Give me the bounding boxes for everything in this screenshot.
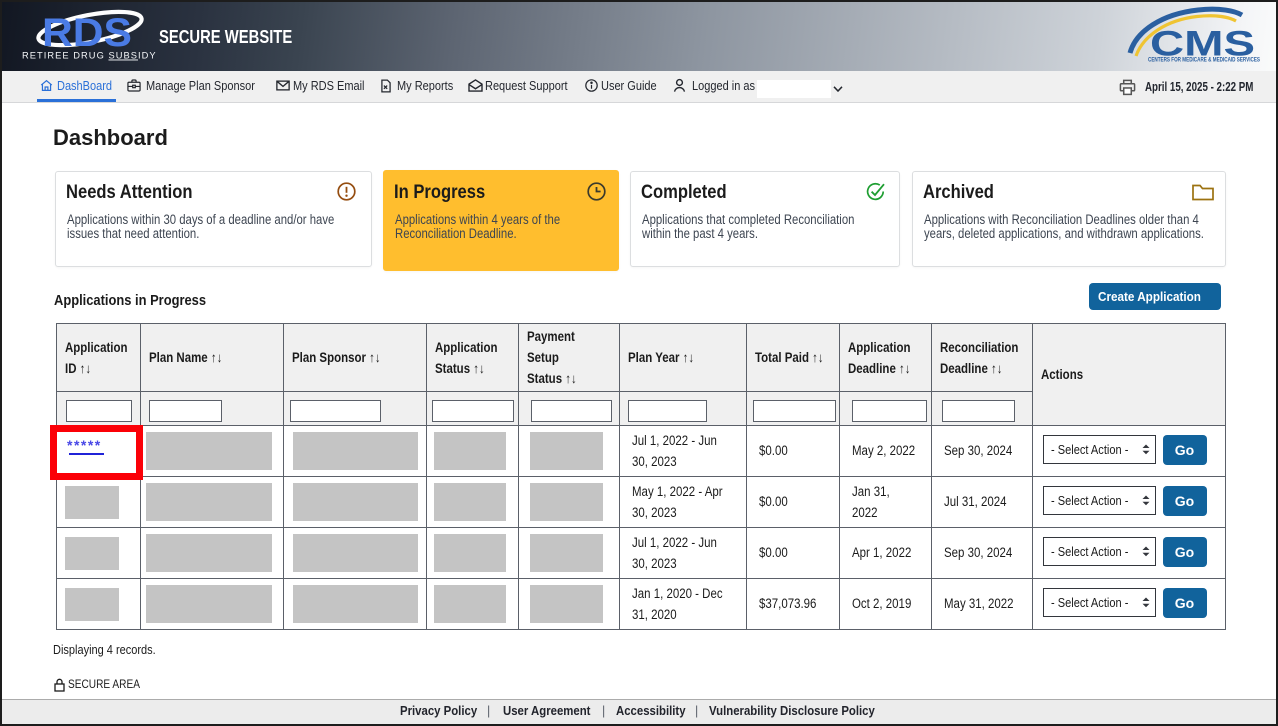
svg-text:CMS: CMS bbox=[1150, 25, 1255, 64]
svg-text:RETIREE DRUG SUBSIDY: RETIREE DRUG SUBSIDY bbox=[22, 51, 157, 61]
svg-text:RDS: RDS bbox=[42, 11, 132, 55]
svg-text:CENTERS FOR MEDICARE & MEDICAI: CENTERS FOR MEDICARE & MEDICAID SERVICES bbox=[1148, 57, 1261, 64]
